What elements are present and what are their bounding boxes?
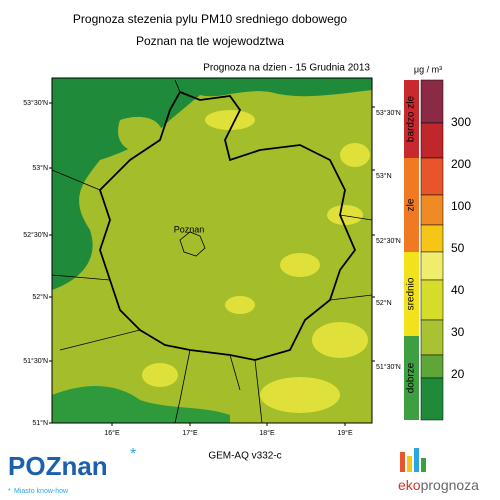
lat-label: 51°30'N [376, 363, 401, 371]
category-label: zle [406, 198, 417, 211]
scale-label: 100 [451, 199, 471, 213]
category-block [404, 158, 419, 252]
tagline-star: * [8, 488, 11, 495]
yellow-area [340, 143, 370, 167]
prognoza: prognoza [421, 477, 480, 493]
poznan-tagline: Miasto know-how [14, 488, 69, 495]
logo-bar [421, 458, 426, 472]
scale-label: 200 [451, 157, 471, 171]
scale-block [420, 224, 444, 253]
lat-label: 52°30'N [376, 237, 401, 245]
city-label: Poznan [174, 224, 205, 234]
scale-block [420, 279, 444, 321]
logo-bar [414, 448, 419, 472]
scale-block [420, 319, 444, 356]
yellow-area [312, 322, 368, 358]
logo-eko: ekoprognoza [398, 448, 479, 493]
lat-label: 52°N [32, 293, 48, 301]
map-area [52, 385, 230, 423]
lat-label: 51°N [32, 419, 48, 427]
lat-label: 51°30'N [23, 357, 48, 365]
yellow-area [260, 377, 340, 413]
scale-label: 30 [451, 325, 465, 339]
scale-label: 300 [451, 115, 471, 129]
yellow-area [280, 253, 320, 277]
lat-label: 53°N [376, 172, 392, 180]
map-area [90, 196, 142, 244]
city-boundary [179, 231, 206, 257]
lat-label: 53°N [32, 164, 48, 172]
category-block [404, 80, 419, 158]
eko: eko [398, 477, 421, 493]
logo-star: * [130, 446, 136, 463]
lon-label: 17°E [182, 429, 198, 437]
scale-block [420, 194, 444, 226]
lon-label: 18°E [259, 429, 275, 437]
category-label: srednio [406, 277, 417, 310]
poznan-logo: POZnan [8, 451, 108, 481]
eko-text: ekoprognoza [398, 477, 479, 493]
yellow-area [205, 110, 255, 130]
lat-label: 52°30'N [23, 231, 48, 239]
logo-bar [400, 452, 405, 472]
category-label: bardzo zle [406, 95, 417, 142]
category-block [404, 252, 419, 336]
scale-block [420, 122, 444, 159]
lon-label: 19°E [337, 429, 353, 437]
logo-poznan: POZnan * Miasto know-how * [8, 446, 136, 495]
category-block [404, 336, 419, 420]
scale-label: 40 [451, 283, 465, 297]
model-label: GEM-AQ v332-c [208, 451, 281, 462]
yellow-area [225, 296, 255, 314]
scale-block [420, 377, 444, 421]
category-label: dobrze [406, 362, 417, 393]
lat-label: 53°30'N [376, 109, 401, 117]
date-label: Prognoza na dzien - 15 Grudnia 2013 [203, 63, 370, 74]
lat-label: 52°N [376, 299, 392, 307]
border-line [51, 79, 373, 424]
scale-block [420, 157, 444, 196]
title: Prognoza stezenia pylu PM10 sredniego do… [73, 12, 348, 26]
map: Poznan [51, 77, 373, 424]
lon-label: 16°E [104, 429, 120, 437]
subtitle: Poznan na tle wojewodztwa [136, 34, 284, 48]
unit-label: μg / m³ [414, 64, 442, 74]
logo-bar [407, 456, 412, 472]
yellow-area [327, 205, 363, 225]
region-boundary [98, 90, 357, 361]
lat-label: 53°30'N [23, 99, 48, 107]
map-frame [51, 77, 373, 424]
map-area [118, 116, 163, 152]
scale-label: 50 [451, 241, 465, 255]
scale-block [420, 251, 444, 281]
scale-label: 20 [451, 367, 465, 381]
yellow-area [142, 363, 178, 387]
scale-block [420, 354, 444, 379]
scale-block [420, 79, 444, 124]
